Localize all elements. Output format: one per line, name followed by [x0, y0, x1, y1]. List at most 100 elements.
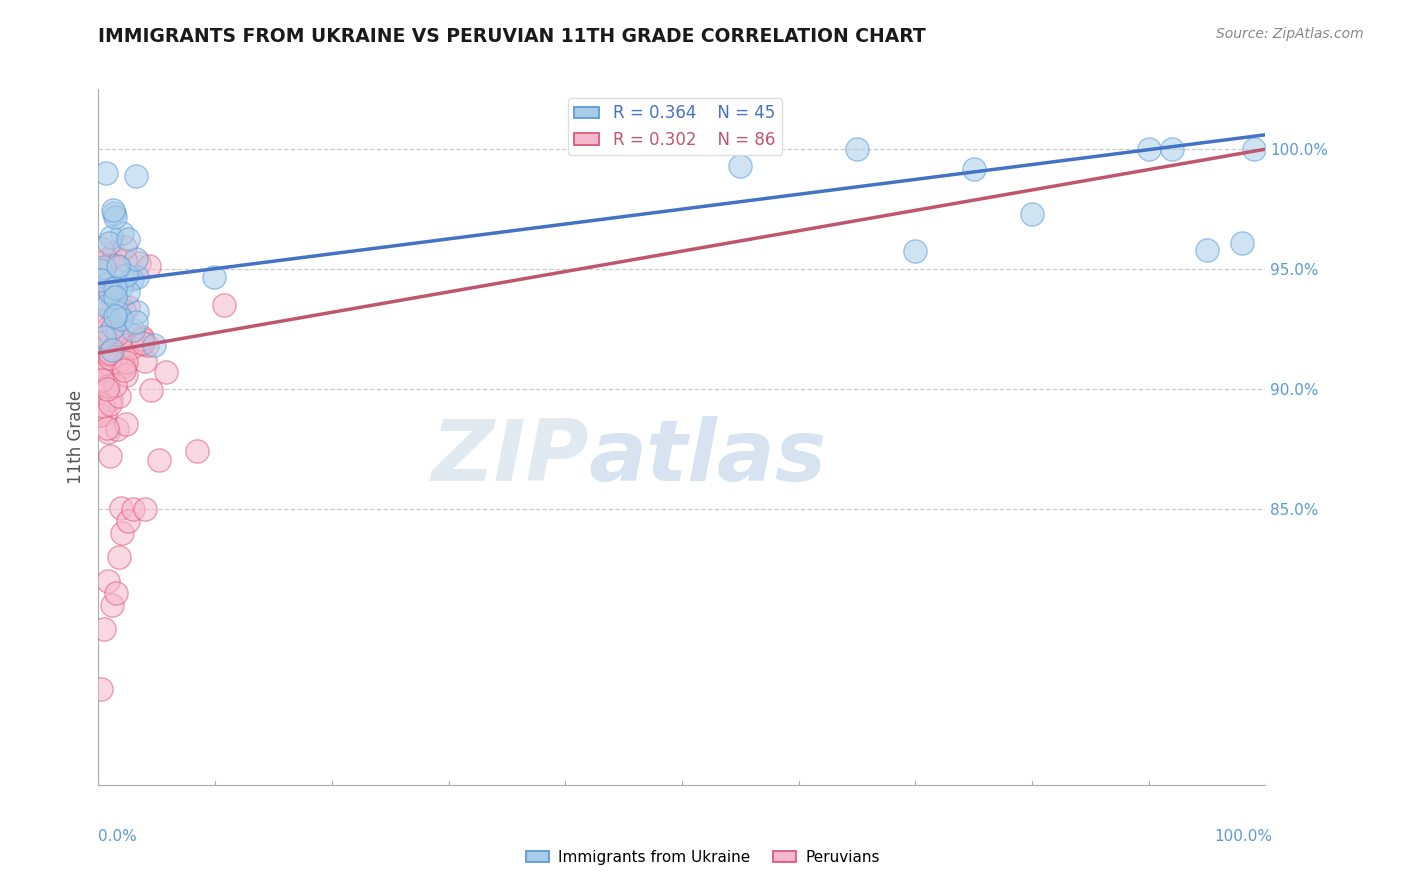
Point	[1137, 142, 1160, 156]
Point	[104, 289, 127, 303]
Point	[110, 352, 132, 367]
Point	[114, 240, 136, 254]
Point	[97, 379, 120, 393]
Point	[91, 292, 114, 306]
Point	[148, 453, 170, 467]
Point	[96, 364, 118, 378]
Point	[104, 281, 127, 295]
Point	[90, 354, 112, 368]
Point	[97, 326, 120, 340]
Point	[121, 327, 143, 342]
Point	[114, 253, 136, 268]
Point	[97, 425, 120, 440]
Point	[110, 311, 132, 326]
Point	[136, 338, 159, 352]
Point	[131, 335, 153, 350]
Point	[98, 397, 121, 411]
Point	[115, 268, 138, 283]
Point	[89, 371, 111, 385]
Point	[101, 598, 124, 612]
Point	[96, 252, 118, 266]
Point	[117, 300, 139, 314]
Point	[94, 278, 117, 293]
Point	[90, 681, 112, 696]
Point	[132, 335, 155, 350]
Point	[89, 263, 111, 277]
Point	[104, 342, 127, 356]
Point	[1161, 142, 1184, 156]
Text: ZIP: ZIP	[430, 417, 589, 500]
Point	[112, 363, 135, 377]
Point	[122, 502, 145, 516]
Point	[97, 298, 120, 312]
Point	[98, 351, 121, 365]
Point	[115, 338, 138, 352]
Point	[1021, 207, 1043, 221]
Point	[110, 500, 132, 515]
Legend: Immigrants from Ukraine, Peruvians: Immigrants from Ukraine, Peruvians	[520, 844, 886, 871]
Point	[125, 252, 148, 266]
Point	[142, 338, 165, 352]
Point	[93, 622, 115, 636]
Point	[100, 334, 122, 348]
Point	[91, 313, 114, 327]
Point	[93, 330, 115, 344]
Point	[98, 285, 121, 299]
Point	[94, 299, 117, 313]
Point	[90, 241, 112, 255]
Point	[962, 162, 984, 177]
Point	[117, 285, 139, 299]
Point	[117, 232, 139, 246]
Point	[155, 365, 177, 379]
Point	[96, 321, 118, 335]
Point	[103, 206, 125, 220]
Point	[115, 368, 138, 382]
Point	[90, 273, 112, 287]
Text: IMMIGRANTS FROM UKRAINE VS PERUVIAN 11TH GRADE CORRELATION CHART: IMMIGRANTS FROM UKRAINE VS PERUVIAN 11TH…	[98, 27, 927, 45]
Point	[98, 449, 121, 463]
Point	[125, 270, 148, 285]
Point	[96, 421, 118, 435]
Point	[202, 269, 225, 284]
Point	[107, 306, 129, 320]
Point	[96, 253, 118, 268]
Point	[846, 142, 869, 156]
Text: 0.0%: 0.0%	[98, 830, 138, 844]
Point	[121, 272, 143, 286]
Point	[121, 340, 143, 354]
Point	[96, 347, 118, 361]
Point	[1230, 235, 1253, 250]
Point	[108, 260, 131, 275]
Point	[134, 353, 156, 368]
Point	[93, 260, 115, 274]
Point	[117, 514, 139, 528]
Point	[110, 280, 132, 294]
Point	[97, 357, 120, 371]
Point	[90, 284, 112, 298]
Point	[89, 408, 111, 422]
Point	[122, 323, 145, 337]
Point	[104, 211, 127, 225]
Point	[104, 357, 127, 371]
Point	[107, 259, 129, 273]
Point	[104, 586, 127, 600]
Point	[100, 392, 122, 406]
Point	[98, 346, 121, 360]
Point	[139, 384, 162, 398]
Point	[111, 226, 134, 240]
Point	[730, 159, 752, 173]
Y-axis label: 11th Grade: 11th Grade	[66, 390, 84, 484]
Point	[90, 373, 112, 387]
Point	[127, 305, 149, 319]
Point	[97, 235, 120, 250]
Point	[138, 260, 160, 274]
Text: atlas: atlas	[589, 417, 827, 500]
Point	[904, 244, 927, 259]
Point	[100, 230, 122, 244]
Point	[101, 320, 124, 334]
Point	[94, 407, 117, 421]
Point	[104, 309, 127, 323]
Point	[103, 245, 125, 260]
Point	[89, 365, 111, 379]
Point	[108, 549, 131, 564]
